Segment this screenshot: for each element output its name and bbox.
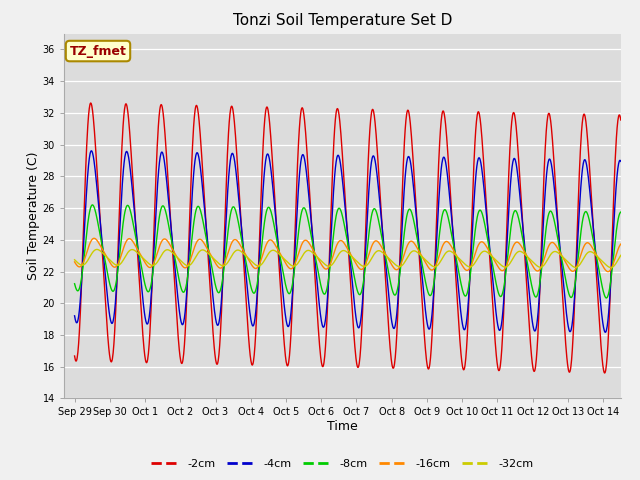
-32cm xyxy=(278,254,286,260)
-32cm xyxy=(179,260,187,266)
-2cm xyxy=(71,353,79,359)
-32cm xyxy=(545,254,553,260)
-32cm xyxy=(93,247,101,252)
-16cm xyxy=(278,254,286,260)
-16cm xyxy=(617,241,625,247)
-4cm xyxy=(484,229,492,235)
-4cm xyxy=(545,157,553,163)
-4cm xyxy=(88,148,95,154)
-32cm xyxy=(169,251,177,256)
-2cm xyxy=(179,354,187,360)
-4cm xyxy=(278,282,286,288)
-16cm xyxy=(90,235,98,241)
Legend: -2cm, -4cm, -8cm, -16cm, -32cm: -2cm, -4cm, -8cm, -16cm, -32cm xyxy=(147,454,538,473)
-16cm xyxy=(604,269,612,275)
Y-axis label: Soil Temperature (C): Soil Temperature (C) xyxy=(27,152,40,280)
-8cm xyxy=(545,211,553,216)
-4cm xyxy=(602,329,609,335)
-8cm xyxy=(617,209,625,215)
-32cm xyxy=(484,250,492,256)
-16cm xyxy=(71,259,79,265)
-8cm xyxy=(179,289,187,295)
-2cm xyxy=(617,117,625,123)
-16cm xyxy=(169,247,177,253)
-32cm xyxy=(617,252,625,258)
-4cm xyxy=(71,313,79,319)
-32cm xyxy=(71,257,79,263)
-8cm xyxy=(278,264,286,270)
-8cm xyxy=(169,245,177,251)
Title: Tonzi Soil Temperature Set D: Tonzi Soil Temperature Set D xyxy=(233,13,452,28)
-2cm xyxy=(601,370,609,376)
-16cm xyxy=(545,243,553,249)
-8cm xyxy=(89,202,97,208)
-8cm xyxy=(603,295,611,301)
-8cm xyxy=(71,281,79,287)
Text: TZ_fmet: TZ_fmet xyxy=(70,45,127,58)
-2cm xyxy=(484,231,492,237)
-4cm xyxy=(169,244,177,250)
-4cm xyxy=(228,151,236,156)
-8cm xyxy=(228,204,236,210)
Line: -8cm: -8cm xyxy=(75,205,621,298)
-2cm xyxy=(87,100,95,106)
Line: -4cm: -4cm xyxy=(75,151,621,332)
-16cm xyxy=(179,264,187,270)
-4cm xyxy=(179,321,187,326)
-32cm xyxy=(228,252,236,257)
-2cm xyxy=(169,255,177,261)
-2cm xyxy=(228,105,236,111)
-2cm xyxy=(278,311,286,316)
-16cm xyxy=(484,247,492,252)
-4cm xyxy=(617,158,625,164)
Line: -16cm: -16cm xyxy=(75,238,621,272)
Line: -2cm: -2cm xyxy=(75,103,621,373)
Line: -32cm: -32cm xyxy=(75,250,621,267)
-16cm xyxy=(228,239,236,244)
-8cm xyxy=(484,240,492,245)
-32cm xyxy=(607,264,615,270)
X-axis label: Time: Time xyxy=(327,420,358,433)
-2cm xyxy=(545,110,553,116)
